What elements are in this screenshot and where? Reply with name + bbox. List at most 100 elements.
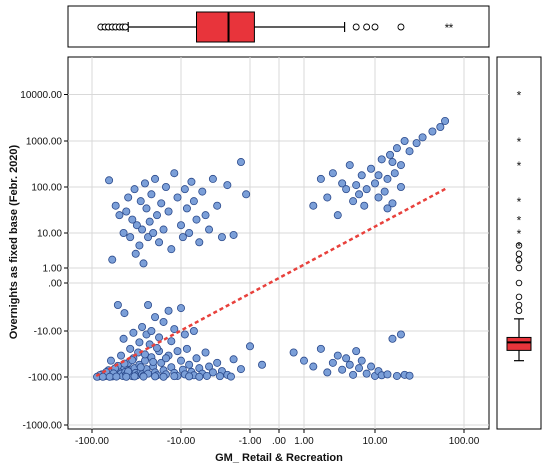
data-point	[159, 225, 168, 234]
y-tick-label: .00	[48, 279, 62, 290]
data-point	[226, 372, 235, 381]
data-point	[139, 372, 148, 381]
data-point	[201, 348, 210, 357]
right-extreme: *	[517, 239, 522, 253]
data-point	[396, 161, 405, 170]
data-point	[396, 330, 405, 339]
data-point	[117, 351, 126, 360]
x-tick-label: -100.00	[75, 436, 109, 447]
x-tick-label: .00	[272, 436, 286, 447]
data-point	[374, 171, 383, 180]
data-points	[93, 116, 450, 381]
data-point	[126, 233, 135, 242]
data-point	[236, 158, 245, 167]
x-tick-label: 100.00	[449, 436, 480, 447]
right-outlier	[515, 242, 523, 249]
data-point	[383, 174, 392, 183]
data-point	[173, 347, 182, 356]
data-point	[180, 330, 189, 339]
data-point	[138, 225, 147, 234]
data-point	[161, 354, 170, 363]
right-outlier	[515, 301, 523, 309]
data-point	[388, 199, 397, 208]
data-point	[202, 371, 211, 380]
data-point	[157, 358, 166, 367]
data-point	[145, 217, 154, 226]
data-point	[111, 201, 120, 210]
data-point	[323, 193, 332, 202]
data-point	[159, 317, 168, 326]
right-box	[506, 336, 532, 351]
data-point	[108, 255, 117, 264]
data-point	[136, 197, 145, 206]
data-point	[138, 322, 147, 331]
data-point	[242, 190, 251, 199]
data-point	[151, 174, 160, 183]
data-point	[412, 139, 421, 148]
data-point	[208, 174, 217, 183]
data-point	[178, 233, 187, 242]
data-point	[328, 169, 337, 178]
data-point	[144, 300, 153, 309]
data-point	[374, 193, 383, 202]
data-point	[205, 225, 214, 234]
data-point	[124, 193, 133, 202]
data-point	[217, 233, 226, 242]
x-tick-label: -1.00	[239, 436, 262, 447]
data-point	[245, 342, 254, 351]
data-point	[130, 185, 139, 194]
top-outlier	[121, 23, 129, 31]
data-point	[131, 249, 140, 258]
data-point	[122, 207, 131, 216]
data-point	[122, 372, 131, 381]
data-point	[164, 207, 173, 216]
data-point	[170, 372, 179, 381]
data-point	[229, 355, 238, 364]
data-point	[201, 211, 210, 220]
data-point	[400, 136, 409, 145]
data-point	[112, 372, 121, 381]
data-point	[345, 360, 354, 369]
data-point	[126, 344, 135, 353]
data-point	[213, 201, 222, 210]
data-point	[205, 362, 214, 371]
data-point	[187, 177, 196, 186]
x-tick-label: 1.00	[294, 436, 314, 447]
data-point	[223, 181, 232, 190]
data-point	[167, 337, 176, 346]
data-point	[115, 211, 124, 220]
right-outlier	[515, 264, 523, 272]
data-point	[328, 358, 337, 367]
data-point	[383, 204, 392, 213]
data-point	[349, 197, 358, 206]
data-point	[139, 259, 148, 268]
data-point	[167, 245, 176, 254]
y-tick-label: 10.00	[37, 229, 62, 240]
data-point	[316, 174, 325, 183]
top-outlier	[363, 23, 371, 31]
data-point	[333, 211, 342, 220]
data-point	[195, 238, 204, 247]
data-point	[316, 344, 325, 353]
data-point	[338, 365, 347, 374]
data-point	[132, 221, 141, 230]
top-extreme: *	[449, 21, 454, 35]
data-point	[208, 368, 217, 377]
data-point	[258, 360, 267, 369]
data-point	[140, 179, 149, 188]
right-extreme: *	[517, 195, 522, 209]
right-extreme: *	[517, 135, 522, 149]
y-tick-label: -10.00	[34, 326, 63, 337]
top-box	[196, 11, 255, 43]
data-point	[135, 241, 144, 250]
x-tick-label: 10.00	[362, 436, 387, 447]
data-point	[383, 370, 392, 379]
data-point	[345, 161, 354, 170]
data-point	[119, 334, 128, 343]
data-point	[182, 204, 191, 213]
data-point	[349, 370, 358, 379]
data-point	[155, 238, 164, 247]
top-outlier	[352, 23, 360, 31]
data-point	[185, 229, 194, 238]
